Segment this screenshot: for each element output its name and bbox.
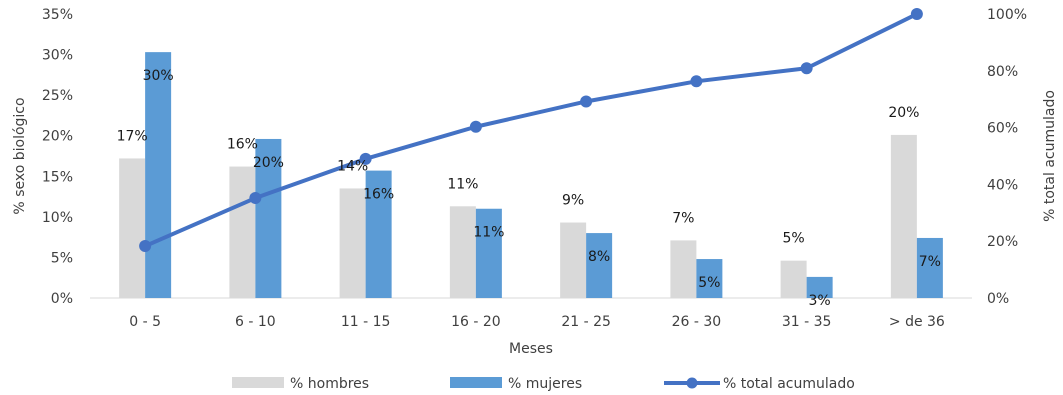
y-left-tick-label: 10% [42, 210, 73, 226]
cumulative-point [139, 240, 152, 253]
y-axis-left-label: % sexo biológico [12, 97, 28, 214]
legend-swatch-hombres [232, 377, 284, 388]
x-tick-label: 11 - 15 [341, 314, 391, 330]
legend-label-mujeres: % mujeres [508, 376, 582, 392]
cumulative-point [580, 95, 593, 108]
x-tick-label: 16 - 20 [451, 314, 501, 330]
cumulative-point [690, 75, 703, 88]
x-tick-label: 31 - 35 [782, 314, 832, 330]
y-right-tick-label: 60% [987, 121, 1018, 137]
cumulative-line [139, 8, 923, 253]
data-label-hombres: 5% [783, 231, 805, 247]
legend-swatch-acumulado-marker [686, 377, 698, 389]
data-label-mujeres: 7% [919, 254, 941, 270]
bar-mujeres [916, 237, 943, 298]
bar-hombres [560, 222, 587, 298]
bar-mujeres [365, 170, 392, 298]
y-right-tick-label: 100% [987, 7, 1027, 23]
bar-hombres [229, 166, 256, 298]
x-tick-label: 21 - 25 [561, 314, 611, 330]
data-labels: 17% 30% 16% 20% 14% 16% 11% 11% 9% 8% 7% 5% 5% 3% 20% 7… [117, 68, 941, 309]
bar-hombres [449, 206, 476, 298]
x-tick-label: 0 - 5 [129, 314, 161, 330]
y-left-tick-label: 0% [51, 291, 73, 307]
cumulative-point [800, 62, 813, 75]
x-axis-label: Meses [509, 341, 553, 357]
legend-swatch-mujeres [450, 377, 502, 388]
bar-mujeres [586, 233, 613, 298]
cumulative-point [469, 120, 482, 133]
legend-label-hombres: % hombres [290, 376, 369, 392]
bar-mujeres [255, 138, 282, 298]
bar-mujeres [475, 208, 502, 298]
y-right-tick-label: 20% [987, 234, 1018, 250]
data-label-mujeres: 5% [698, 275, 720, 291]
bars [119, 52, 943, 298]
data-label-mujeres: 20% [253, 155, 284, 171]
bar-mujeres [145, 52, 172, 298]
y-axis-right: 0% 20% 40% 60% 80% 100% [987, 7, 1027, 307]
data-label-mujeres: 16% [363, 187, 394, 203]
bar-hombres [780, 260, 807, 298]
x-axis-ticks: 0 - 5 6 - 10 11 - 15 16 - 20 21 - 25 26 - 30 3… [129, 314, 945, 330]
y-left-tick-label: 25% [42, 88, 73, 104]
y-left-tick-label: 15% [42, 169, 73, 185]
x-tick-label: 26 - 30 [672, 314, 722, 330]
data-label-mujeres: 3% [809, 293, 831, 309]
y-left-tick-label: 30% [42, 48, 73, 64]
bar-mujeres [696, 259, 723, 298]
bar-mujeres [806, 276, 833, 298]
data-label-hombres: 11% [447, 176, 478, 192]
data-label-mujeres: 11% [473, 225, 504, 241]
cumulative-point [910, 8, 923, 20]
x-tick-label: > de 36 [889, 314, 945, 330]
legend-label-acumulado: % total acumulado [723, 376, 855, 392]
cumulative-point [249, 192, 262, 205]
bar-hombres [890, 134, 917, 298]
y-left-tick-label: 20% [42, 129, 73, 145]
y-right-tick-label: 40% [987, 177, 1018, 193]
data-label-hombres: 17% [117, 128, 148, 144]
x-tick-label: 6 - 10 [235, 314, 276, 330]
data-label-hombres: 9% [562, 193, 584, 209]
y-right-tick-label: 0% [987, 291, 1009, 307]
bar-hombres [670, 240, 697, 298]
data-label-hombres: 20% [888, 105, 919, 121]
data-label-mujeres: 30% [143, 68, 174, 84]
y-left-tick-label: 35% [42, 7, 73, 23]
data-label-hombres: 14% [337, 158, 368, 174]
legend: % hombres % mujeres % total acumulado [232, 376, 855, 392]
data-label-hombres: 7% [672, 210, 694, 226]
y-right-tick-label: 80% [987, 64, 1018, 80]
y-left-tick-label: 5% [51, 250, 73, 266]
y-axis-left: 0% 5% 10% 15% 20% 25% 30% 35% [42, 7, 73, 307]
data-label-hombres: 16% [227, 137, 258, 153]
bar-hombres [119, 158, 146, 298]
y-axis-right-label: % total acumulado [1042, 90, 1058, 222]
data-label-mujeres: 8% [588, 249, 610, 265]
cumulative-polyline [144, 12, 918, 248]
bar-hombres [339, 188, 366, 298]
cumulative-point [359, 152, 372, 165]
